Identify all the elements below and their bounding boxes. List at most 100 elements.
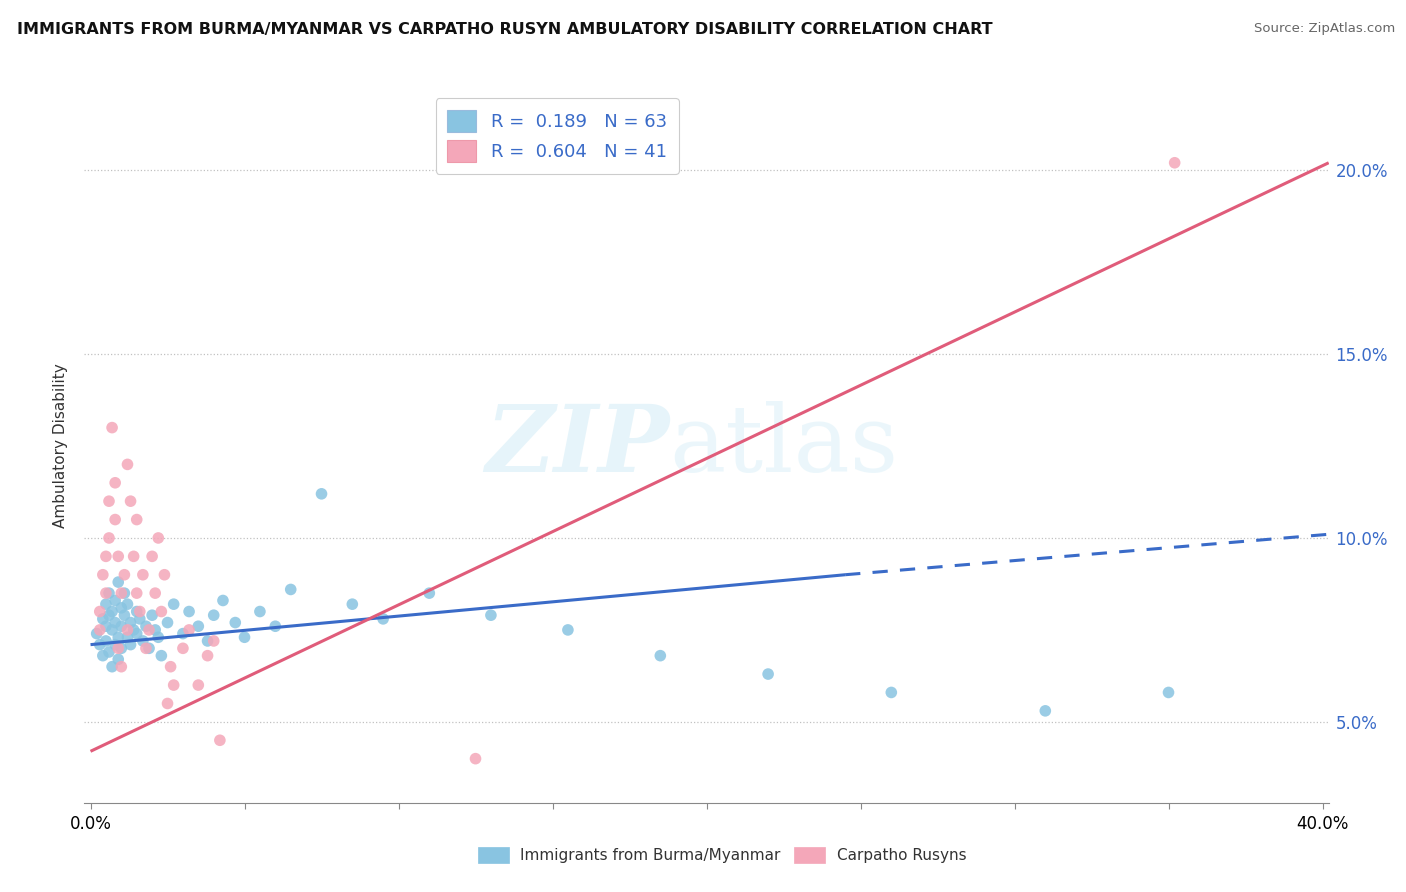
Point <box>125 586 148 600</box>
Point <box>148 531 170 545</box>
Point <box>148 630 170 644</box>
Point <box>112 567 135 582</box>
Point <box>132 567 155 582</box>
Point <box>117 597 139 611</box>
Point <box>138 641 160 656</box>
Point <box>117 458 139 472</box>
Point <box>132 634 155 648</box>
Point <box>138 623 160 637</box>
Point <box>280 582 302 597</box>
Point <box>104 638 127 652</box>
Point <box>163 678 186 692</box>
Point <box>135 641 157 656</box>
Point <box>120 615 142 630</box>
Point <box>224 615 246 630</box>
Text: Carpatho Rusyns: Carpatho Rusyns <box>837 848 966 863</box>
Point <box>89 605 111 619</box>
Point <box>120 494 142 508</box>
Point <box>107 630 129 644</box>
Point <box>197 648 219 663</box>
Point <box>112 608 135 623</box>
Point <box>94 634 117 648</box>
Point <box>150 648 173 663</box>
Point <box>104 512 127 526</box>
Point <box>94 586 117 600</box>
Point <box>120 638 142 652</box>
Point <box>107 549 129 564</box>
Point <box>101 420 124 434</box>
Point <box>156 697 179 711</box>
Point <box>208 733 231 747</box>
Point <box>125 605 148 619</box>
Point <box>249 605 271 619</box>
Point <box>98 531 121 545</box>
Point <box>143 623 166 637</box>
Point <box>479 608 502 623</box>
Point <box>135 619 157 633</box>
Point <box>172 626 194 640</box>
Text: Immigrants from Burma/Myanmar: Immigrants from Burma/Myanmar <box>520 848 780 863</box>
Point <box>1033 704 1056 718</box>
Text: Source: ZipAtlas.com: Source: ZipAtlas.com <box>1254 22 1395 36</box>
Point <box>122 549 145 564</box>
Point <box>1163 155 1185 169</box>
Point <box>94 597 117 611</box>
Point <box>117 623 139 637</box>
Point <box>187 619 209 633</box>
Point <box>104 593 127 607</box>
Point <box>264 619 287 633</box>
Point <box>107 641 129 656</box>
Point <box>104 615 127 630</box>
Point <box>187 678 209 692</box>
Point <box>128 612 150 626</box>
Point <box>650 648 672 663</box>
Point <box>98 608 121 623</box>
Point <box>418 586 440 600</box>
Point <box>110 586 132 600</box>
Point <box>557 623 579 637</box>
Point <box>110 600 132 615</box>
Point <box>101 659 124 673</box>
Point <box>98 494 121 508</box>
Point <box>91 567 114 582</box>
Point <box>1157 685 1180 699</box>
Point <box>880 685 903 699</box>
Point <box>371 612 394 626</box>
Point <box>128 605 150 619</box>
Point <box>89 638 111 652</box>
Point <box>101 623 124 637</box>
Point <box>202 608 225 623</box>
Point <box>141 608 163 623</box>
Point <box>202 634 225 648</box>
Point <box>110 659 132 673</box>
Point <box>153 567 176 582</box>
Point <box>143 586 166 600</box>
Point <box>197 634 219 648</box>
Point <box>464 752 486 766</box>
Point <box>89 623 111 637</box>
Point <box>98 645 121 659</box>
Point <box>163 597 186 611</box>
Point <box>98 586 121 600</box>
Point <box>107 652 129 666</box>
Point <box>177 605 200 619</box>
Point <box>104 475 127 490</box>
Point <box>172 641 194 656</box>
Point <box>86 626 108 640</box>
Point <box>110 641 132 656</box>
Point <box>94 619 117 633</box>
Point <box>212 593 235 607</box>
Point <box>91 648 114 663</box>
Legend: R =  0.189   N = 63, R =  0.604   N = 41: R = 0.189 N = 63, R = 0.604 N = 41 <box>436 98 679 174</box>
Point <box>233 630 256 644</box>
Text: atlas: atlas <box>669 401 898 491</box>
Point <box>342 597 364 611</box>
Point <box>159 659 181 673</box>
Point <box>756 667 779 681</box>
Point <box>311 487 333 501</box>
Point <box>94 549 117 564</box>
Point <box>125 626 148 640</box>
Point <box>177 623 200 637</box>
Text: IMMIGRANTS FROM BURMA/MYANMAR VS CARPATHO RUSYN AMBULATORY DISABILITY CORRELATIO: IMMIGRANTS FROM BURMA/MYANMAR VS CARPATH… <box>17 22 993 37</box>
Point <box>107 575 129 590</box>
